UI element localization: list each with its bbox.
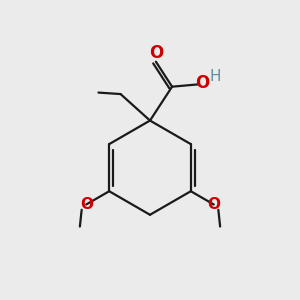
Text: O: O (207, 197, 220, 212)
Text: O: O (195, 74, 209, 92)
Text: H: H (209, 70, 220, 85)
Text: O: O (149, 44, 163, 62)
Text: O: O (80, 197, 93, 212)
